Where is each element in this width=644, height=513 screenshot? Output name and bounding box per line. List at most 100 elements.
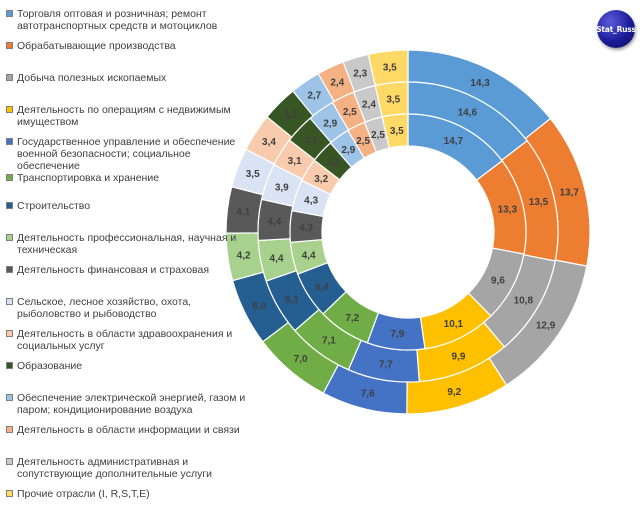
data-label: 3,5 [390,126,404,137]
legend-item: Деятельность профессиональная, научная и… [6,232,246,256]
legend-label: Деятельность в области здравоохранения и… [17,328,233,352]
legend-item: Деятельность в области здравоохранения и… [6,328,246,352]
legend-item: Деятельность в области информации и связ… [6,424,246,436]
legend-label: Строительство [17,200,91,212]
data-label: 7,9 [390,329,404,340]
data-label: 14,3 [470,78,490,89]
data-label: 2,5 [343,107,357,118]
data-label: 3,1 [288,156,302,167]
legend-item: Обеспечение электрической энергией, газо… [6,392,246,416]
legend-swatch [6,42,13,49]
data-label: 2,5 [371,130,385,141]
legend-swatch [6,234,13,241]
legend-label: Обеспечение электрической энергией, газо… [17,392,246,416]
data-label: 2,3 [353,69,367,80]
legend-label: Деятельность финансовая и страховая [17,264,210,276]
legend-swatch [6,362,13,369]
data-label: 2,7 [307,91,321,102]
data-label: 14,6 [458,107,478,118]
data-label: 3,2 [327,158,341,169]
data-label: 9,6 [491,276,505,287]
legend-label: Прочие отрасли (I, R,S,T,E) [17,488,150,500]
legend-label: Добыча полезных ископаемых [17,72,167,84]
legend-swatch [6,106,13,113]
data-label: 4,4 [270,253,284,264]
data-label: 10,8 [514,296,534,307]
legend-item: Добыча полезных ископаемых [6,72,246,84]
data-label: 13,7 [559,188,579,199]
data-label: 4,4 [302,250,316,261]
data-label: 7,0 [294,354,308,365]
data-label: 9,9 [452,352,466,363]
data-label: 3,5 [383,63,397,74]
data-label: 2,9 [341,145,355,156]
legend-label: Деятельность в области информации и связ… [17,424,240,436]
data-label: 3,2 [304,135,318,146]
data-label: 3,5 [246,169,260,180]
legend-label: Образование [17,360,83,372]
legend-label: Торговля оптовая и розничная; ремонт авт… [17,8,218,32]
data-label: 3,9 [275,183,289,194]
legend-item: Деятельность по операциям с недвижимым и… [6,104,246,128]
data-label: 3,5 [386,94,400,105]
legend-swatch [6,426,13,433]
legend-item: Государственное управление и обеспечение… [6,136,246,172]
legend-item: Деятельность административная и сопутств… [6,456,246,480]
legend-swatch [6,330,13,337]
legend-swatch [6,174,13,181]
stat-russ-logo: Stat_Russ [596,10,636,48]
legend-swatch [6,394,13,401]
legend-label: Государственное управление и обеспечение… [17,136,236,172]
data-label: 3,2 [314,174,328,185]
data-label: 9,2 [447,387,461,398]
data-label: 13,5 [529,197,549,208]
legend-swatch [6,458,13,465]
legend-label: Обрабатывающие производства [17,40,176,52]
data-label: 2,4 [330,77,344,88]
legend-item: Образование [6,360,246,372]
donut-segment [381,113,409,149]
data-label: 4,3 [299,223,313,234]
legend-swatch [6,266,13,273]
data-label: 4,1 [236,207,250,218]
data-label: 7,2 [345,313,359,324]
legend-item: Сельское, лесное хозяйство, охота, рыбол… [6,296,246,320]
data-label: 2,5 [356,136,370,147]
data-label: 4,3 [304,196,318,207]
legend-item: Обрабатывающие производства [6,40,246,52]
legend-swatch [6,10,13,17]
data-label: 6,0 [252,301,266,312]
legend-label: Деятельность по операциям с недвижимым и… [17,104,231,128]
data-label: 7,7 [379,360,393,371]
legend-item: Деятельность финансовая и страховая [6,264,246,276]
data-label: 4,2 [237,250,251,261]
data-label: 13,3 [498,204,518,215]
data-label: 2,4 [362,99,376,110]
data-label: 12,9 [536,320,556,331]
legend-item: Строительство [6,200,246,212]
legend-swatch [6,74,13,81]
data-label: 2,9 [323,118,337,129]
logo-text: Stat_Russ [596,24,636,34]
data-label: 14,7 [444,136,464,147]
legend-swatch [6,202,13,209]
legend-label: Сельское, лесное хозяйство, охота, рыбол… [17,296,192,320]
data-label: 6,1 [285,295,299,306]
legend-label: Транспортировка и хранение [17,172,160,184]
legend-swatch [6,490,13,497]
legend-swatch [6,138,13,145]
legend-item: Транспортировка и хранение [6,172,246,184]
data-label: 7,1 [322,336,336,347]
data-label: 10,1 [444,319,464,330]
data-label: 3,2 [284,110,298,121]
data-label: 6,4 [315,282,329,293]
data-label: 4,4 [267,217,281,228]
legend-label: Деятельность административная и сопутств… [17,456,213,480]
data-label: 7,6 [361,389,375,400]
legend-swatch [6,298,13,305]
legend-label: Деятельность профессиональная, научная и… [17,232,237,256]
legend-item: Прочие отрасли (I, R,S,T,E) [6,488,246,500]
data-label: 3,4 [262,137,276,148]
legend-item: Торговля оптовая и розничная; ремонт авт… [6,8,246,32]
